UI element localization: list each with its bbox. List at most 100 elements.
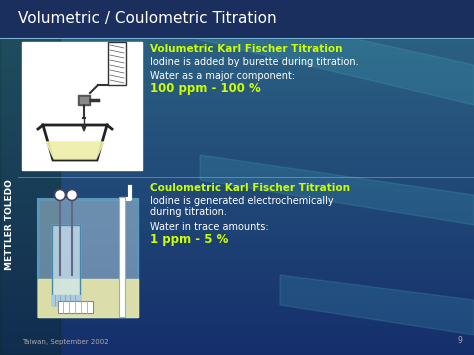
- Bar: [0, 207, 474, 209]
- Bar: [0, 338, 474, 341]
- Bar: [0, 224, 474, 227]
- Bar: [0, 180, 474, 183]
- Bar: [0, 129, 474, 131]
- Bar: [0, 205, 474, 208]
- Bar: [0, 40, 474, 43]
- Bar: [0, 33, 474, 36]
- Text: Volumetric Karl Fischer Titration: Volumetric Karl Fischer Titration: [150, 44, 343, 54]
- Bar: [0, 123, 474, 126]
- Bar: [0, 285, 474, 288]
- Bar: [0, 187, 474, 190]
- Polygon shape: [46, 142, 104, 159]
- Bar: [0, 283, 474, 286]
- Bar: [0, 42, 474, 44]
- Bar: [0, 58, 474, 60]
- Bar: [0, 313, 474, 316]
- Bar: [0, 230, 474, 233]
- Bar: [22, 42, 142, 170]
- Bar: [0, 31, 474, 34]
- Bar: [0, 194, 474, 197]
- Bar: [108, 42, 126, 85]
- Bar: [0, 192, 474, 195]
- Bar: [52, 295, 80, 305]
- Bar: [0, 114, 474, 117]
- Bar: [0, 272, 474, 275]
- Text: Water as a major component:: Water as a major component:: [150, 71, 295, 81]
- Bar: [0, 267, 474, 270]
- Bar: [0, 182, 474, 185]
- Bar: [0, 203, 474, 206]
- Bar: [0, 327, 474, 330]
- Bar: [0, 294, 474, 296]
- Bar: [0, 304, 474, 307]
- Bar: [0, 315, 474, 318]
- Bar: [0, 107, 474, 110]
- Bar: [0, 169, 474, 172]
- Bar: [0, 100, 474, 103]
- Bar: [0, 274, 474, 277]
- Bar: [0, 111, 474, 114]
- Bar: [0, 144, 474, 147]
- Bar: [0, 176, 474, 179]
- Bar: [0, 208, 474, 211]
- Bar: [38, 199, 138, 317]
- Bar: [0, 324, 474, 327]
- Bar: [58, 301, 93, 313]
- Bar: [0, 258, 474, 261]
- Bar: [0, 340, 474, 343]
- Bar: [0, 201, 474, 204]
- Text: 100 ppm - 100 %: 100 ppm - 100 %: [150, 82, 261, 95]
- Bar: [0, 10, 474, 12]
- Bar: [0, 320, 474, 323]
- Bar: [0, 118, 474, 121]
- Bar: [0, 157, 474, 160]
- Bar: [0, 343, 474, 346]
- Bar: [0, 331, 474, 334]
- Bar: [0, 38, 474, 41]
- Bar: [0, 139, 474, 142]
- Bar: [0, 191, 474, 193]
- Bar: [0, 281, 474, 284]
- Bar: [0, 221, 474, 224]
- Bar: [0, 68, 474, 71]
- Bar: [0, 311, 474, 314]
- Bar: [0, 189, 474, 192]
- Text: Water in trace amounts:: Water in trace amounts:: [150, 222, 269, 232]
- Bar: [0, 66, 474, 69]
- Bar: [0, 152, 474, 154]
- Bar: [0, 22, 474, 25]
- Bar: [0, 276, 474, 279]
- Bar: [0, 79, 474, 82]
- Bar: [0, 6, 474, 9]
- Bar: [0, 36, 474, 39]
- Bar: [0, 251, 474, 254]
- Bar: [0, 210, 474, 213]
- Bar: [0, 253, 474, 256]
- Bar: [0, 132, 474, 135]
- Bar: [0, 171, 474, 174]
- Bar: [0, 59, 474, 62]
- Bar: [0, 349, 474, 351]
- Bar: [38, 279, 138, 317]
- Bar: [0, 81, 474, 83]
- Bar: [0, 61, 474, 64]
- Bar: [0, 116, 474, 119]
- Bar: [0, 50, 474, 53]
- Bar: [0, 153, 474, 156]
- Bar: [0, 34, 474, 37]
- Bar: [0, 347, 474, 350]
- Bar: [0, 256, 474, 259]
- Bar: [0, 121, 474, 124]
- Bar: [0, 352, 474, 355]
- Bar: [0, 148, 474, 151]
- Bar: [0, 63, 474, 66]
- Text: Taiwan, September 2002: Taiwan, September 2002: [22, 339, 109, 345]
- Bar: [0, 160, 474, 163]
- Bar: [0, 255, 474, 257]
- Bar: [0, 137, 474, 140]
- Bar: [0, 75, 474, 78]
- Bar: [0, 143, 474, 146]
- Bar: [0, 212, 474, 215]
- Bar: [0, 168, 474, 170]
- Bar: [0, 105, 474, 108]
